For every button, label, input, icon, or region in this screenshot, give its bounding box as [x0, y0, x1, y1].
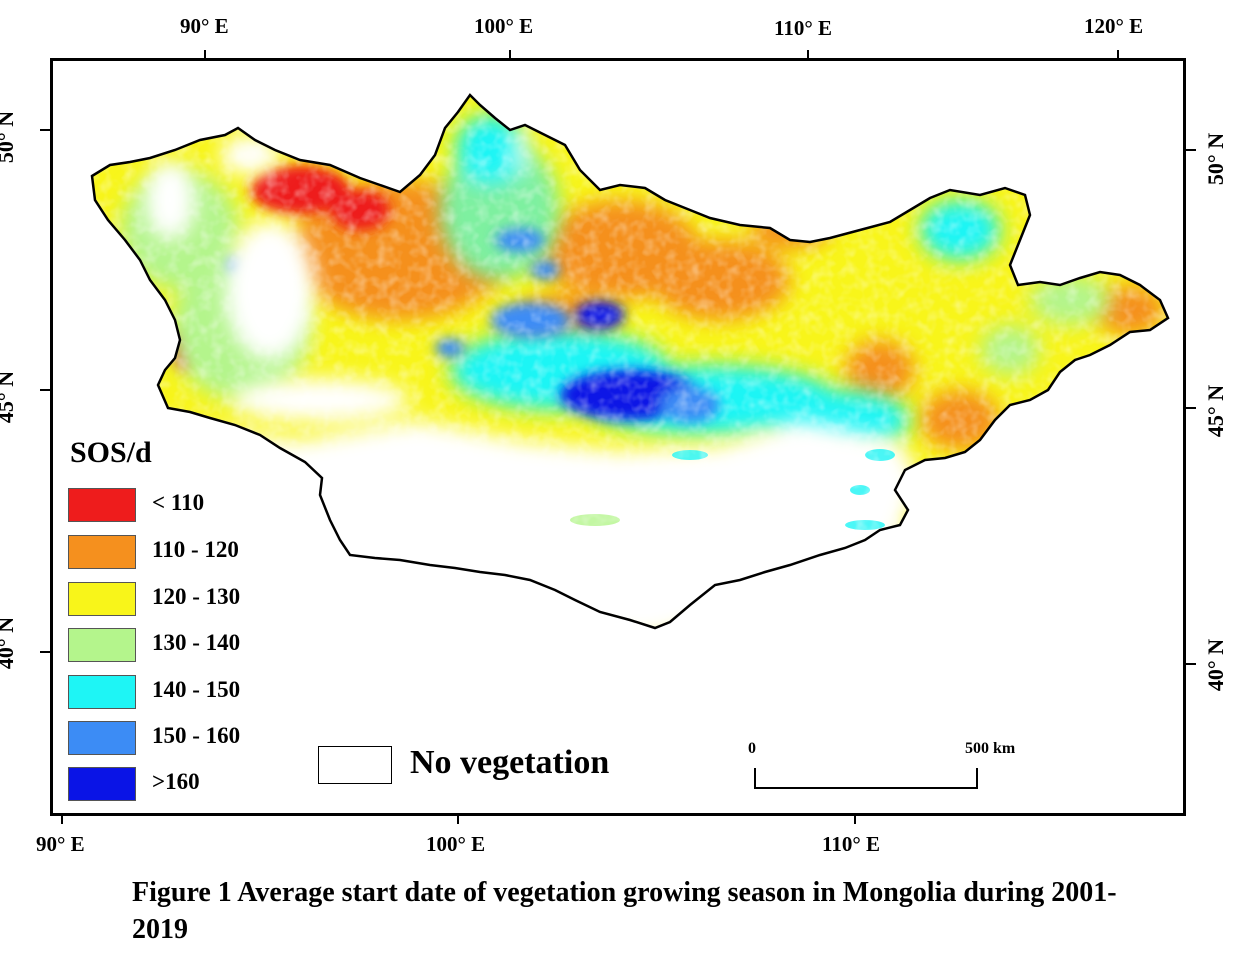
legend-label: 130 - 140: [152, 630, 241, 655]
legend-item: 150 - 160: [68, 721, 288, 757]
legend-swatch: [68, 582, 136, 616]
legend-swatch: [68, 721, 136, 755]
bottom-lon-label-110: 110° E: [822, 832, 880, 856]
legend-swatch: [68, 535, 136, 569]
top-lon-label-110: 110° E: [774, 16, 832, 40]
legend-swatch: [68, 488, 136, 522]
legend-label: 120 - 130: [152, 584, 241, 609]
top-lon-label-90: 90° E: [180, 14, 229, 38]
figure-caption: Figure 1 Average start date of vegetatio…: [132, 877, 1117, 945]
legend-swatch: [68, 767, 136, 801]
legend-item: 110 - 120: [68, 535, 288, 571]
legend-title: SOS/d: [70, 436, 152, 469]
frame-ticks: [40, 50, 1196, 824]
scale-bar-end-label: 500 km: [965, 740, 1016, 757]
legend-item: 140 - 150: [68, 675, 288, 711]
no-vegetation-swatch: [318, 746, 392, 784]
legend-item: < 110: [68, 488, 288, 524]
top-lon-label-100: 100° E: [474, 14, 534, 38]
legend-label: >160: [152, 769, 200, 794]
legend-label: < 110: [152, 490, 205, 515]
legend-item: 130 - 140: [68, 628, 288, 664]
top-lon-label-120: 120° E: [1084, 14, 1144, 38]
legend-swatch: [68, 628, 136, 662]
bottom-lon-label-90: 90° E: [36, 832, 85, 856]
no-vegetation-label: No vegetation: [410, 744, 610, 781]
legend-label: 140 - 150: [152, 677, 241, 702]
legend-label: 150 - 160: [152, 723, 241, 748]
legend-item: 120 - 130: [68, 582, 288, 618]
scale-bar-start-label: 0: [748, 740, 756, 757]
legend-label: 110 - 120: [152, 537, 239, 562]
legend-swatch: [68, 675, 136, 709]
bottom-lon-label-100: 100° E: [426, 832, 486, 856]
legend-item: >160: [68, 767, 288, 803]
scale-bar: [754, 768, 978, 789]
